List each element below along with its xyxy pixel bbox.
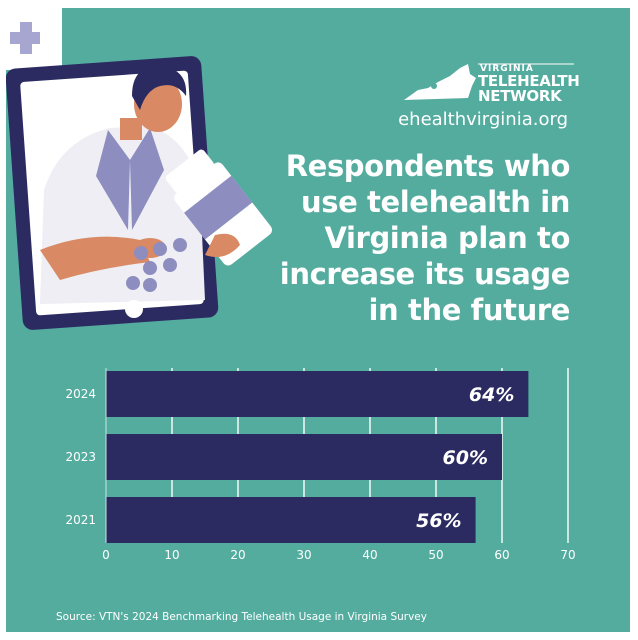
category-label: 2021 [65, 513, 96, 527]
bar-value-label: 60% [443, 447, 488, 469]
category-label: 2023 [65, 450, 96, 464]
x-tick-label: 50 [428, 548, 443, 562]
category-label: 2024 [65, 387, 96, 401]
x-tick-label: 10 [164, 548, 179, 562]
x-tick-label: 60 [494, 548, 509, 562]
bar [106, 371, 528, 417]
x-tick-label: 20 [230, 548, 245, 562]
bar-value-label: 64% [469, 384, 514, 406]
x-tick-label: 0 [102, 548, 110, 562]
bar-value-label: 56% [416, 510, 461, 532]
x-tick-label: 70 [560, 548, 575, 562]
x-tick-label: 30 [296, 548, 311, 562]
x-tick-label: 40 [362, 548, 377, 562]
